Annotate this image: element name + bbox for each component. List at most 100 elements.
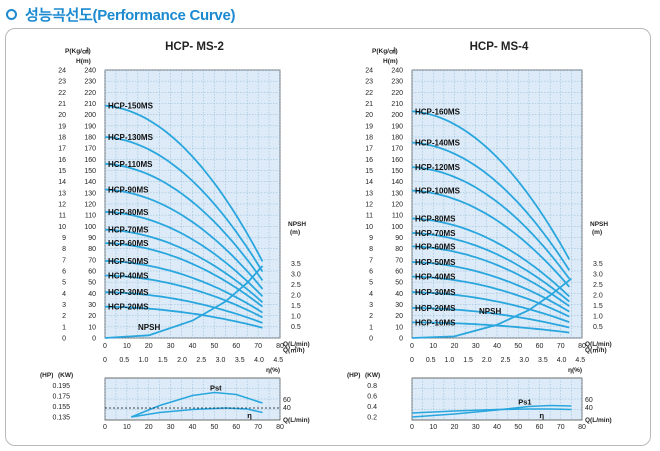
y-tick-h: 100 bbox=[84, 224, 96, 231]
power-eff-tick: 60 bbox=[283, 397, 291, 404]
y-tick-h: 150 bbox=[84, 168, 96, 175]
x-tick-primary: 10 bbox=[429, 343, 437, 350]
npsh-tick: 1.5 bbox=[593, 303, 603, 310]
power-x-tick: 70 bbox=[557, 424, 565, 431]
x-tick-secondary: 4.5 bbox=[273, 357, 283, 364]
power-curve-label: Pst bbox=[210, 384, 222, 393]
x-tick-primary: 0 bbox=[410, 343, 414, 350]
y-tick-h: 230 bbox=[84, 79, 96, 86]
pump-curve bbox=[104, 104, 264, 262]
power-eff-tick: 40 bbox=[283, 405, 291, 412]
y-tick-h: 30 bbox=[395, 302, 403, 309]
y-tick-h: 10 bbox=[88, 324, 96, 331]
power-x-tick: 60 bbox=[232, 424, 240, 431]
y-tick-p: 23 bbox=[365, 79, 373, 86]
x-tick-secondary: 2.0 bbox=[482, 357, 492, 364]
x-tick-primary: 20 bbox=[145, 343, 153, 350]
y-tick-p: 21 bbox=[58, 101, 66, 108]
power-x-tick: 0 bbox=[410, 424, 414, 431]
y-tick-h: 100 bbox=[391, 224, 403, 231]
x-tick-primary: 70 bbox=[557, 343, 565, 350]
pump-curve bbox=[411, 141, 571, 271]
y-tick-h: 130 bbox=[391, 190, 403, 197]
x-tick-secondary: 4.0 bbox=[254, 357, 264, 364]
power-eff-tick: 60 bbox=[585, 397, 593, 404]
x-axis-label-primary: Q(L/min) bbox=[283, 341, 310, 348]
y-tick-p: 9 bbox=[62, 235, 66, 242]
y-tick-p: 0 bbox=[62, 336, 66, 343]
pump-curve bbox=[411, 189, 570, 288]
series-label: HCP-50MS bbox=[108, 257, 149, 266]
x-axis-label-secondary: Q(㎥/h) bbox=[585, 345, 607, 354]
power-eff-tick: 40 bbox=[585, 405, 593, 412]
x-tick-primary: 70 bbox=[254, 343, 262, 350]
x-tick-secondary: 1.5 bbox=[463, 357, 473, 364]
y-tick-h: 120 bbox=[391, 202, 403, 209]
x-tick-secondary: 1.5 bbox=[158, 357, 168, 364]
y-tick-p: 12 bbox=[365, 202, 373, 209]
y-tick-p: 15 bbox=[58, 168, 66, 175]
y-axis-label-p: P(Kg/㎠) bbox=[65, 46, 91, 55]
y-tick-h: 70 bbox=[88, 257, 96, 264]
y-tick-h: 240 bbox=[84, 68, 96, 75]
y-tick-p: 18 bbox=[365, 135, 373, 142]
power-eff-label: η(%) bbox=[266, 367, 280, 374]
npsh-axis-label: NPSH bbox=[590, 221, 608, 228]
series-label: HCP-50MS bbox=[415, 258, 456, 267]
y-tick-p: 4 bbox=[62, 291, 66, 298]
x-axis-label-secondary: Q(㎥/h) bbox=[283, 345, 305, 354]
power-hp-label: (HP) bbox=[347, 372, 360, 379]
y-tick-h: 90 bbox=[88, 235, 96, 242]
pump-curve bbox=[104, 136, 264, 273]
y-tick-p: 23 bbox=[58, 79, 66, 86]
x-tick-secondary: 2.5 bbox=[501, 357, 511, 364]
y-tick-p: 17 bbox=[58, 146, 66, 153]
series-label: HCP-10MS bbox=[415, 318, 456, 327]
npsh-tick: 3.0 bbox=[593, 272, 603, 279]
power-hp-tick: 0.155 bbox=[52, 404, 70, 411]
y-tick-p: 20 bbox=[58, 112, 66, 119]
power-x-tick: 20 bbox=[145, 424, 153, 431]
x-tick-primary: 30 bbox=[167, 343, 175, 350]
pump-curve bbox=[104, 162, 264, 282]
y-tick-h: 140 bbox=[84, 179, 96, 186]
y-tick-h: 200 bbox=[391, 112, 403, 119]
series-label: HCP-20MS bbox=[415, 304, 456, 313]
pump-curve bbox=[411, 275, 570, 318]
x-tick-secondary: 0 bbox=[410, 357, 414, 364]
npsh-axis-unit: (m) bbox=[592, 229, 602, 236]
power-x-tick: 20 bbox=[451, 424, 459, 431]
power-x-tick: 60 bbox=[536, 424, 544, 431]
series-label: HCP-30MS bbox=[415, 288, 456, 297]
power-curve bbox=[130, 391, 263, 418]
y-tick-h: 220 bbox=[84, 90, 96, 97]
npsh-tick: 2.5 bbox=[291, 282, 301, 289]
x-tick-secondary: 3.0 bbox=[519, 357, 529, 364]
y-tick-p: 22 bbox=[58, 90, 66, 97]
y-tick-p: 11 bbox=[59, 213, 66, 220]
y-tick-h: 110 bbox=[85, 213, 96, 220]
series-label: HCP-110MS bbox=[108, 160, 153, 169]
y-tick-p: 14 bbox=[58, 179, 66, 186]
power-x-tick: 0 bbox=[103, 424, 107, 431]
npsh-tick: 3.5 bbox=[593, 261, 603, 268]
power-hp-tick: 0.4 bbox=[367, 404, 377, 411]
power-hp-tick: 0.2 bbox=[367, 415, 377, 422]
y-tick-h: 40 bbox=[395, 291, 403, 298]
y-tick-p: 24 bbox=[58, 68, 66, 75]
pump-curve bbox=[104, 274, 263, 319]
pump-curve bbox=[104, 210, 264, 298]
x-tick-primary: 60 bbox=[232, 343, 240, 350]
y-tick-h: 0 bbox=[92, 336, 96, 343]
npsh-tick: 1.0 bbox=[593, 314, 603, 321]
pump-curve bbox=[411, 110, 571, 260]
y-tick-p: 7 bbox=[62, 257, 66, 264]
y-tick-h: 130 bbox=[84, 190, 96, 197]
efficiency-curve-label: η bbox=[247, 411, 252, 420]
y-tick-p: 20 bbox=[365, 112, 373, 119]
pump-curve bbox=[411, 217, 570, 298]
y-tick-p: 19 bbox=[365, 123, 373, 130]
x-tick-primary: 40 bbox=[189, 343, 197, 350]
x-tick-secondary: 0.5 bbox=[119, 357, 129, 364]
y-tick-h: 210 bbox=[84, 101, 96, 108]
